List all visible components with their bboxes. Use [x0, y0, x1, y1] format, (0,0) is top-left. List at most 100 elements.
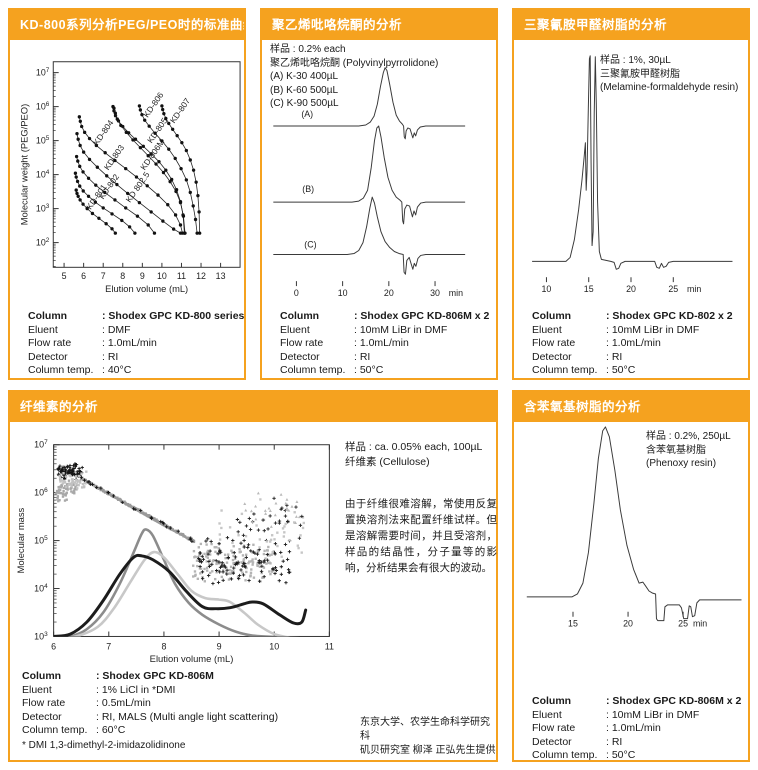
- condition-row: Eluent: 10mM LiBr in DMF: [532, 708, 700, 721]
- svg-text:25: 25: [668, 284, 678, 294]
- svg-text:9: 9: [140, 271, 145, 281]
- svg-text:103: 103: [36, 203, 50, 213]
- calibration-chart: 102 103 104 105 106 107 5 6 7 8 9 10 11 12 13 Elution v…: [20, 61, 241, 294]
- sample-info: 样品 : 0.2% each 聚乙烯吡咯烷酮 (Polyvinylpyrrolid…: [270, 43, 438, 111]
- cellulose-mals-chart: 103 104 105 106 107 6 7 8 9 10 11 Elution volume (m…: [15, 439, 334, 664]
- svg-text:106: 106: [34, 487, 48, 497]
- svg-text:min: min: [687, 284, 701, 294]
- svg-text:Elution volume (mL): Elution volume (mL): [150, 653, 234, 664]
- condition-row: Column temp.: 60°C: [22, 724, 126, 736]
- text-line: 三聚氰胺甲醛树脂: [600, 68, 680, 80]
- svg-text:(A): (A): [301, 109, 313, 119]
- conditions-table: Column: Shodex GPC KD-806M x 2 Eluent: 10…: [280, 310, 489, 378]
- text-line: 聚乙烯吡咯烷酮 (Polyvinylpyrrolidone): [270, 57, 439, 69]
- svg-text:KD-803: KD-803: [102, 143, 127, 172]
- svg-text:11: 11: [325, 641, 334, 651]
- svg-text:20: 20: [626, 284, 636, 294]
- condition-row: Eluent: DMF: [28, 323, 131, 336]
- svg-text:106: 106: [36, 101, 50, 111]
- svg-text:104: 104: [34, 583, 48, 593]
- text-line: (B) K-60 500µL: [270, 84, 339, 96]
- svg-text:25: 25: [678, 619, 688, 629]
- svg-text:(B): (B): [302, 184, 314, 194]
- svg-text:10: 10: [269, 641, 279, 651]
- acknowledgment: 东京大学、农学生命科学研究科 矶贝研究室 柳泽 正弘先生提供: [360, 716, 496, 758]
- condition-row: Flow rate: 0.5mL/min: [22, 697, 151, 709]
- condition-row: Column: Shodex GPC KD-802 x 2: [532, 310, 733, 322]
- text-line: 纤维素 (Cellulose): [345, 456, 430, 468]
- svg-text:5: 5: [62, 271, 67, 281]
- condition-row: Flow rate: 1.0mL/min: [532, 722, 661, 734]
- condition-row: Detector: RI: [532, 735, 623, 748]
- svg-text:KD-804: KD-804: [91, 118, 116, 147]
- svg-text:7: 7: [106, 641, 111, 651]
- panel-melamine-analysis: 三聚氰胺甲醛树脂的分析 10 15 20 25 min 样品 : 1%, 30µL 三聚氰…: [512, 8, 750, 380]
- svg-text:7: 7: [101, 271, 106, 281]
- text-line: 含苯氧基树脂: [646, 444, 706, 456]
- svg-text:12: 12: [196, 271, 206, 281]
- condition-row: Column: Shodex GPC KD-800 series: [28, 310, 245, 322]
- svg-text:10: 10: [542, 284, 552, 294]
- svg-text:KD-807: KD-807: [168, 96, 193, 125]
- condition-row: Detector: RI: [28, 350, 119, 363]
- phenoxy-chromatogram: 15 20 25 min: [526, 426, 742, 629]
- panel-phenoxy-analysis: 含苯氧基树脂的分析 15 20 25 min 样品 : 0.2%, 250µL 含苯氧基…: [512, 390, 750, 762]
- condition-row: Eluent: 10mM LiBr in DMF: [280, 323, 448, 336]
- conditions-table: Column: Shodex GPC KD-806M x 2 Eluent: 10…: [532, 695, 741, 763]
- text-line: 样品 : ca. 0.05% each, 100µL: [345, 441, 483, 453]
- melamine-chromatogram: 10 15 20 25 min: [532, 55, 733, 294]
- condition-row: Column: Shodex GPC KD-806M: [22, 670, 214, 682]
- panel-title: 三聚氰胺甲醛树脂的分析: [514, 10, 748, 40]
- condition-row: Detector: RI: [532, 350, 623, 363]
- panel-title: 聚乙烯吡咯烷酮的分析: [262, 10, 496, 40]
- svg-text:Molecular weight (PEG/PEO): Molecular weight (PEG/PEO): [20, 104, 30, 226]
- svg-text:0: 0: [294, 288, 299, 298]
- svg-text:104: 104: [36, 169, 50, 179]
- panel-cellulose-analysis: 纤维素的分析 103 104 105 106 107 6 7 8 9 10 11 Elution vo…: [8, 390, 498, 762]
- condition-row: Eluent: 1% LiCl in *DMI: [22, 683, 176, 696]
- conditions-table: Column: Shodex GPC KD-800 series Eluent: …: [28, 310, 244, 378]
- panel-title: KD-800系列分析PEG/PEO时的标准曲线: [10, 10, 244, 40]
- condition-row: Flow rate: 1.0mL/min: [28, 337, 157, 349]
- text-line: 样品 : 0.2%, 250µL: [646, 431, 731, 442]
- svg-text:105: 105: [36, 135, 50, 145]
- condition-row: Column: Shodex GPC KD-806M x 2: [532, 695, 742, 707]
- svg-text:105: 105: [34, 535, 48, 545]
- svg-text:10: 10: [338, 288, 348, 298]
- svg-text:15: 15: [584, 284, 594, 294]
- condition-row: Flow rate: 1.0mL/min: [280, 337, 409, 349]
- text-line: 样品 : 1%, 30µL: [600, 55, 671, 66]
- svg-text:13: 13: [216, 271, 226, 281]
- sample-info: 样品 : 1%, 30µL 三聚氰胺甲醛树脂 (Melamine-formaldeh…: [600, 54, 738, 95]
- text-line: 矶贝研究室 柳泽 正弘先生提供: [360, 745, 496, 756]
- text-line: (A) K-30 400µL: [270, 71, 339, 82]
- panel-title: 含苯氧基树脂的分析: [514, 392, 748, 422]
- svg-text:107: 107: [36, 67, 50, 77]
- condition-row: Column temp.: 50°C: [280, 364, 384, 376]
- svg-text:8: 8: [161, 641, 166, 651]
- text-line: (Phenoxy resin): [646, 458, 717, 469]
- svg-text:102: 102: [36, 237, 50, 247]
- conditions-table: Column: Shodex GPC KD-806M Eluent: 1% LiC…: [22, 670, 278, 738]
- condition-row: Column temp.: 40°C: [28, 364, 132, 376]
- svg-text:(C): (C): [304, 240, 316, 250]
- svg-text:6: 6: [51, 641, 56, 651]
- svg-text:30: 30: [430, 288, 440, 298]
- svg-text:min: min: [449, 288, 463, 298]
- svg-text:9: 9: [217, 641, 222, 651]
- condition-row: Column: Shodex GPC KD-806M x 2: [280, 310, 490, 322]
- sample-info: 样品 : 0.2%, 250µL 含苯氧基树脂 (Phenoxy resin): [646, 430, 731, 471]
- panel-calibration-curves: KD-800系列分析PEG/PEO时的标准曲线 102 103 104 105 106 1…: [8, 8, 246, 380]
- svg-text:Molecular mass: Molecular mass: [15, 507, 26, 573]
- condition-row: Detector: RI: [280, 350, 371, 363]
- text-line: (C) K-90 500µL: [270, 98, 339, 109]
- sample-info: 样品 : ca. 0.05% each, 100µL 纤维素 (Cellulose…: [345, 440, 482, 470]
- text-line: (Melamine-formaldehyde resin): [600, 82, 739, 93]
- svg-text:11: 11: [177, 271, 186, 281]
- svg-text:6: 6: [81, 271, 86, 281]
- svg-text:103: 103: [34, 631, 48, 641]
- svg-text:10: 10: [157, 271, 167, 281]
- panel-title: 纤维素的分析: [10, 392, 496, 422]
- svg-text:min: min: [693, 619, 707, 629]
- condition-row: Detector: RI, MALS (Multi angle light sc…: [22, 710, 279, 723]
